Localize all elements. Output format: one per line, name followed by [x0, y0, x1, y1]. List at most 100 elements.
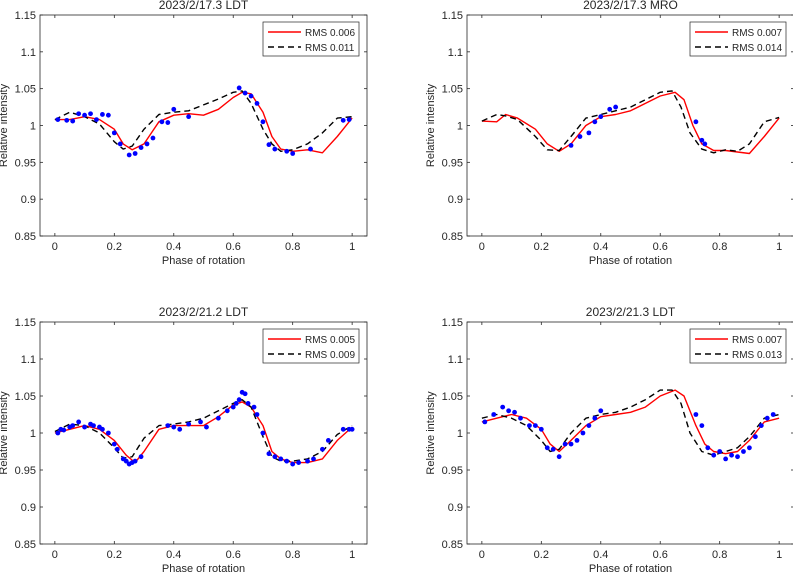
- y-tick-label: 1.15: [442, 317, 463, 329]
- x-tick-label: 0.6: [653, 549, 668, 561]
- observed-point: [94, 117, 99, 123]
- observed-point: [577, 134, 583, 139]
- legend-label: RMS 0.006: [305, 28, 355, 39]
- series-layer: [481, 389, 780, 462]
- series-line-1: [54, 91, 353, 154]
- chart-title: 2023/2/21.2 LDT: [159, 305, 249, 319]
- y-tick-label: 1: [457, 121, 463, 133]
- observed-point: [204, 424, 209, 430]
- observed-point: [284, 148, 290, 154]
- observed-point: [248, 93, 254, 99]
- observed-point: [592, 119, 598, 125]
- legend-label: RMS 0.014: [732, 43, 782, 54]
- observed-point: [171, 106, 177, 112]
- x-tick-label: 0: [479, 241, 485, 253]
- observed-point: [500, 404, 506, 410]
- y-tick-label: 0.95: [442, 157, 463, 169]
- observed-point: [340, 117, 346, 123]
- legend: RMS 0.006 RMS 0.011: [262, 21, 360, 57]
- observed-point: [242, 90, 248, 96]
- observed-point: [699, 423, 705, 428]
- observed-point: [538, 426, 544, 432]
- x-tick-label: 1: [349, 241, 355, 253]
- y-axis-label: Relative intensity: [0, 83, 10, 167]
- x-axis-label: Phase of rotation: [589, 255, 672, 267]
- observed-point: [580, 430, 586, 436]
- observed-point: [325, 438, 331, 443]
- observed-point: [272, 146, 278, 152]
- x-tick-label: 0.4: [593, 549, 608, 561]
- series-line-2: [481, 389, 780, 456]
- observed-point: [260, 119, 266, 125]
- observed-point: [245, 401, 251, 406]
- observed-point: [266, 451, 272, 457]
- x-tick-label: 1: [776, 241, 782, 253]
- y-tick-label: 0.95: [15, 465, 36, 477]
- observed-point: [607, 106, 613, 112]
- observed-point: [284, 458, 290, 464]
- chart-title: 2023/2/17.3 LDT: [159, 0, 249, 12]
- observed-point: [747, 445, 752, 451]
- legend-box: [689, 328, 787, 364]
- y-tick-label: 1.1: [21, 354, 36, 366]
- observed-point: [230, 404, 236, 410]
- observed-point: [64, 117, 70, 123]
- x-tick-label: 0.4: [593, 241, 608, 253]
- y-tick-label: 1.15: [15, 10, 36, 22]
- observed-point: [123, 458, 129, 464]
- observed-point: [568, 142, 574, 148]
- observed-point: [717, 449, 723, 454]
- observed-point: [260, 430, 266, 436]
- observed-point: [491, 412, 497, 417]
- y-tick-label: 1.1: [21, 47, 36, 59]
- y-tick-label: 1: [30, 121, 36, 133]
- observed-point: [598, 408, 604, 414]
- observed-point: [532, 423, 538, 428]
- observed-point: [568, 441, 574, 447]
- y-tick-label: 1.15: [442, 10, 463, 22]
- observed-point: [544, 445, 550, 451]
- observed-point: [254, 101, 260, 106]
- observed-point: [702, 141, 708, 147]
- observed-point: [76, 419, 82, 425]
- legend-box: [262, 328, 360, 364]
- observed-point: [144, 141, 150, 147]
- observed-point: [76, 111, 82, 117]
- legend-label: RMS 0.007: [732, 335, 782, 346]
- y-tick-label: 0.85: [442, 231, 463, 243]
- observed-point: [55, 430, 61, 436]
- observed-point: [758, 423, 764, 428]
- observed-point: [70, 423, 76, 428]
- legend-box: [262, 21, 360, 57]
- observed-point: [100, 112, 105, 117]
- observed-point: [171, 424, 177, 430]
- y-tick-label: 0.9: [448, 502, 463, 514]
- observed-point: [111, 441, 117, 447]
- x-tick-label: 0: [479, 549, 485, 561]
- y-tick-label: 0.85: [15, 539, 36, 551]
- y-tick-label: 1.05: [442, 391, 463, 403]
- observed-point: [105, 430, 111, 436]
- observed-point: [735, 454, 740, 460]
- observed-point: [752, 434, 758, 440]
- series-layer: [54, 85, 353, 158]
- observed-point: [320, 446, 325, 452]
- series-line-2: [54, 399, 353, 462]
- x-tick-label: 1: [349, 549, 355, 561]
- x-axis-label: Phase of rotation: [162, 255, 245, 267]
- observed-point: [165, 120, 171, 125]
- observed-point: [186, 114, 192, 120]
- y-tick-label: 0.95: [442, 465, 463, 477]
- x-tick-label: 0.8: [712, 241, 727, 253]
- observed-point: [117, 141, 123, 147]
- x-tick-label: 0.6: [226, 241, 241, 253]
- series-line-1: [54, 401, 353, 464]
- series-layer: [481, 90, 780, 155]
- observed-point: [100, 426, 105, 432]
- observed-point: [296, 460, 302, 465]
- observed-point: [138, 454, 144, 460]
- observed-point: [592, 415, 598, 421]
- x-tick-label: 1: [776, 549, 782, 561]
- chart-panel-3: 0.85 0.9 0.95 1 1.05 1.1 1.15 0 0.2 0.4 0.6 0.8 1 202…: [0, 305, 368, 575]
